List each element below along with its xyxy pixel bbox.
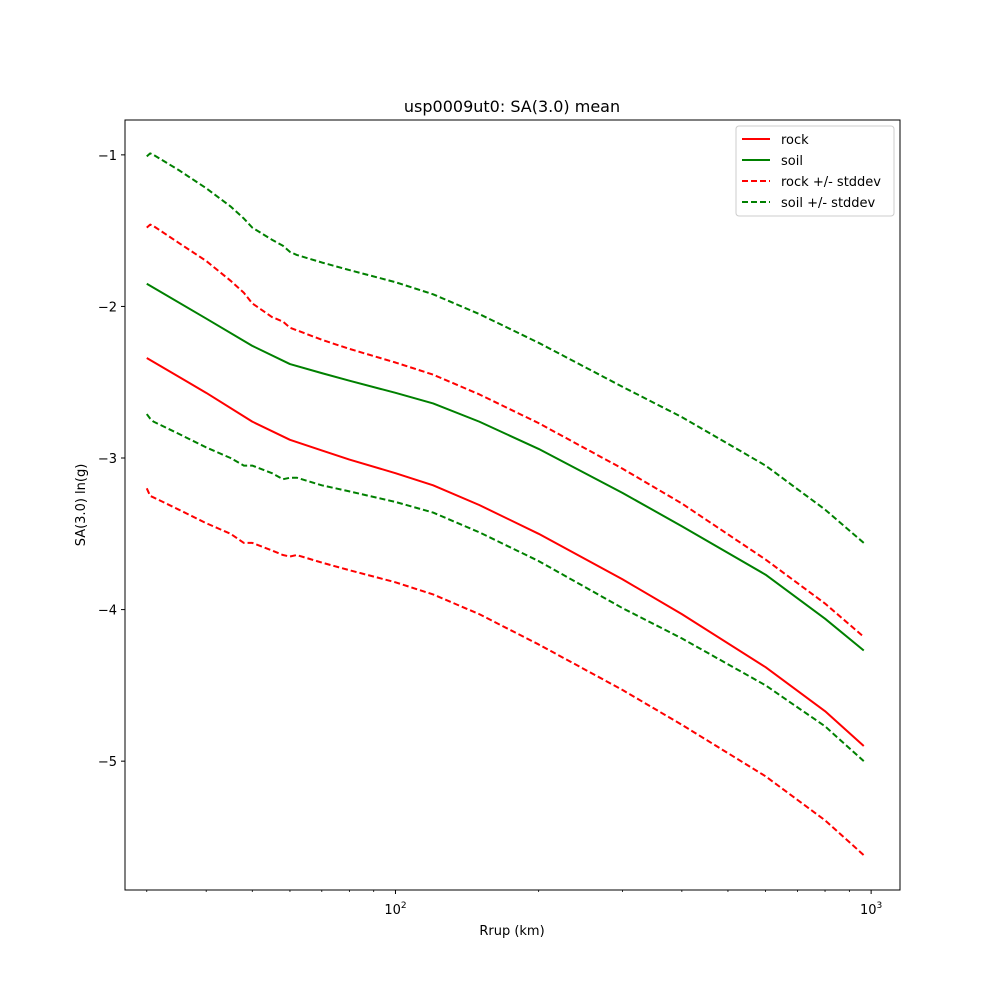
y-tick-label: −3	[98, 452, 117, 467]
y-tick-label: −4	[98, 604, 117, 619]
plot-frame	[124, 119, 901, 891]
y-axis-label: SA(3.0) ln(g)	[74, 464, 89, 547]
y-tick-label: −5	[98, 755, 117, 770]
legend-box	[735, 125, 895, 217]
series-line-0	[146, 357, 865, 747]
y-axis: −1 −2 −3 −4 −5	[98, 149, 125, 770]
plot-lines	[145, 152, 865, 856]
series-line-4	[146, 152, 865, 544]
series-line-1	[146, 282, 865, 652]
legend-entry: rock	[781, 133, 809, 148]
y-tick-label: −2	[98, 300, 117, 315]
legend-entry: soil	[781, 154, 803, 169]
chart-title: usp0009ut0: SA(3.0) mean	[404, 97, 620, 116]
series-line-3	[145, 487, 865, 856]
legend-entry: soil +/- stddev	[781, 196, 876, 211]
x-tick-label: 102	[384, 901, 406, 918]
x-axis-label: Rrup (km)	[479, 924, 544, 939]
series-line-5	[145, 413, 865, 762]
y-tick-label: −1	[98, 149, 117, 164]
x-axis: 102 103	[146, 890, 882, 918]
series-line-2	[146, 223, 865, 638]
legend-entry: rock +/- stddev	[781, 175, 881, 190]
x-tick-label: 103	[860, 901, 882, 918]
legend: rock soil rock +/- stddev soil +/- stddev	[735, 125, 895, 217]
